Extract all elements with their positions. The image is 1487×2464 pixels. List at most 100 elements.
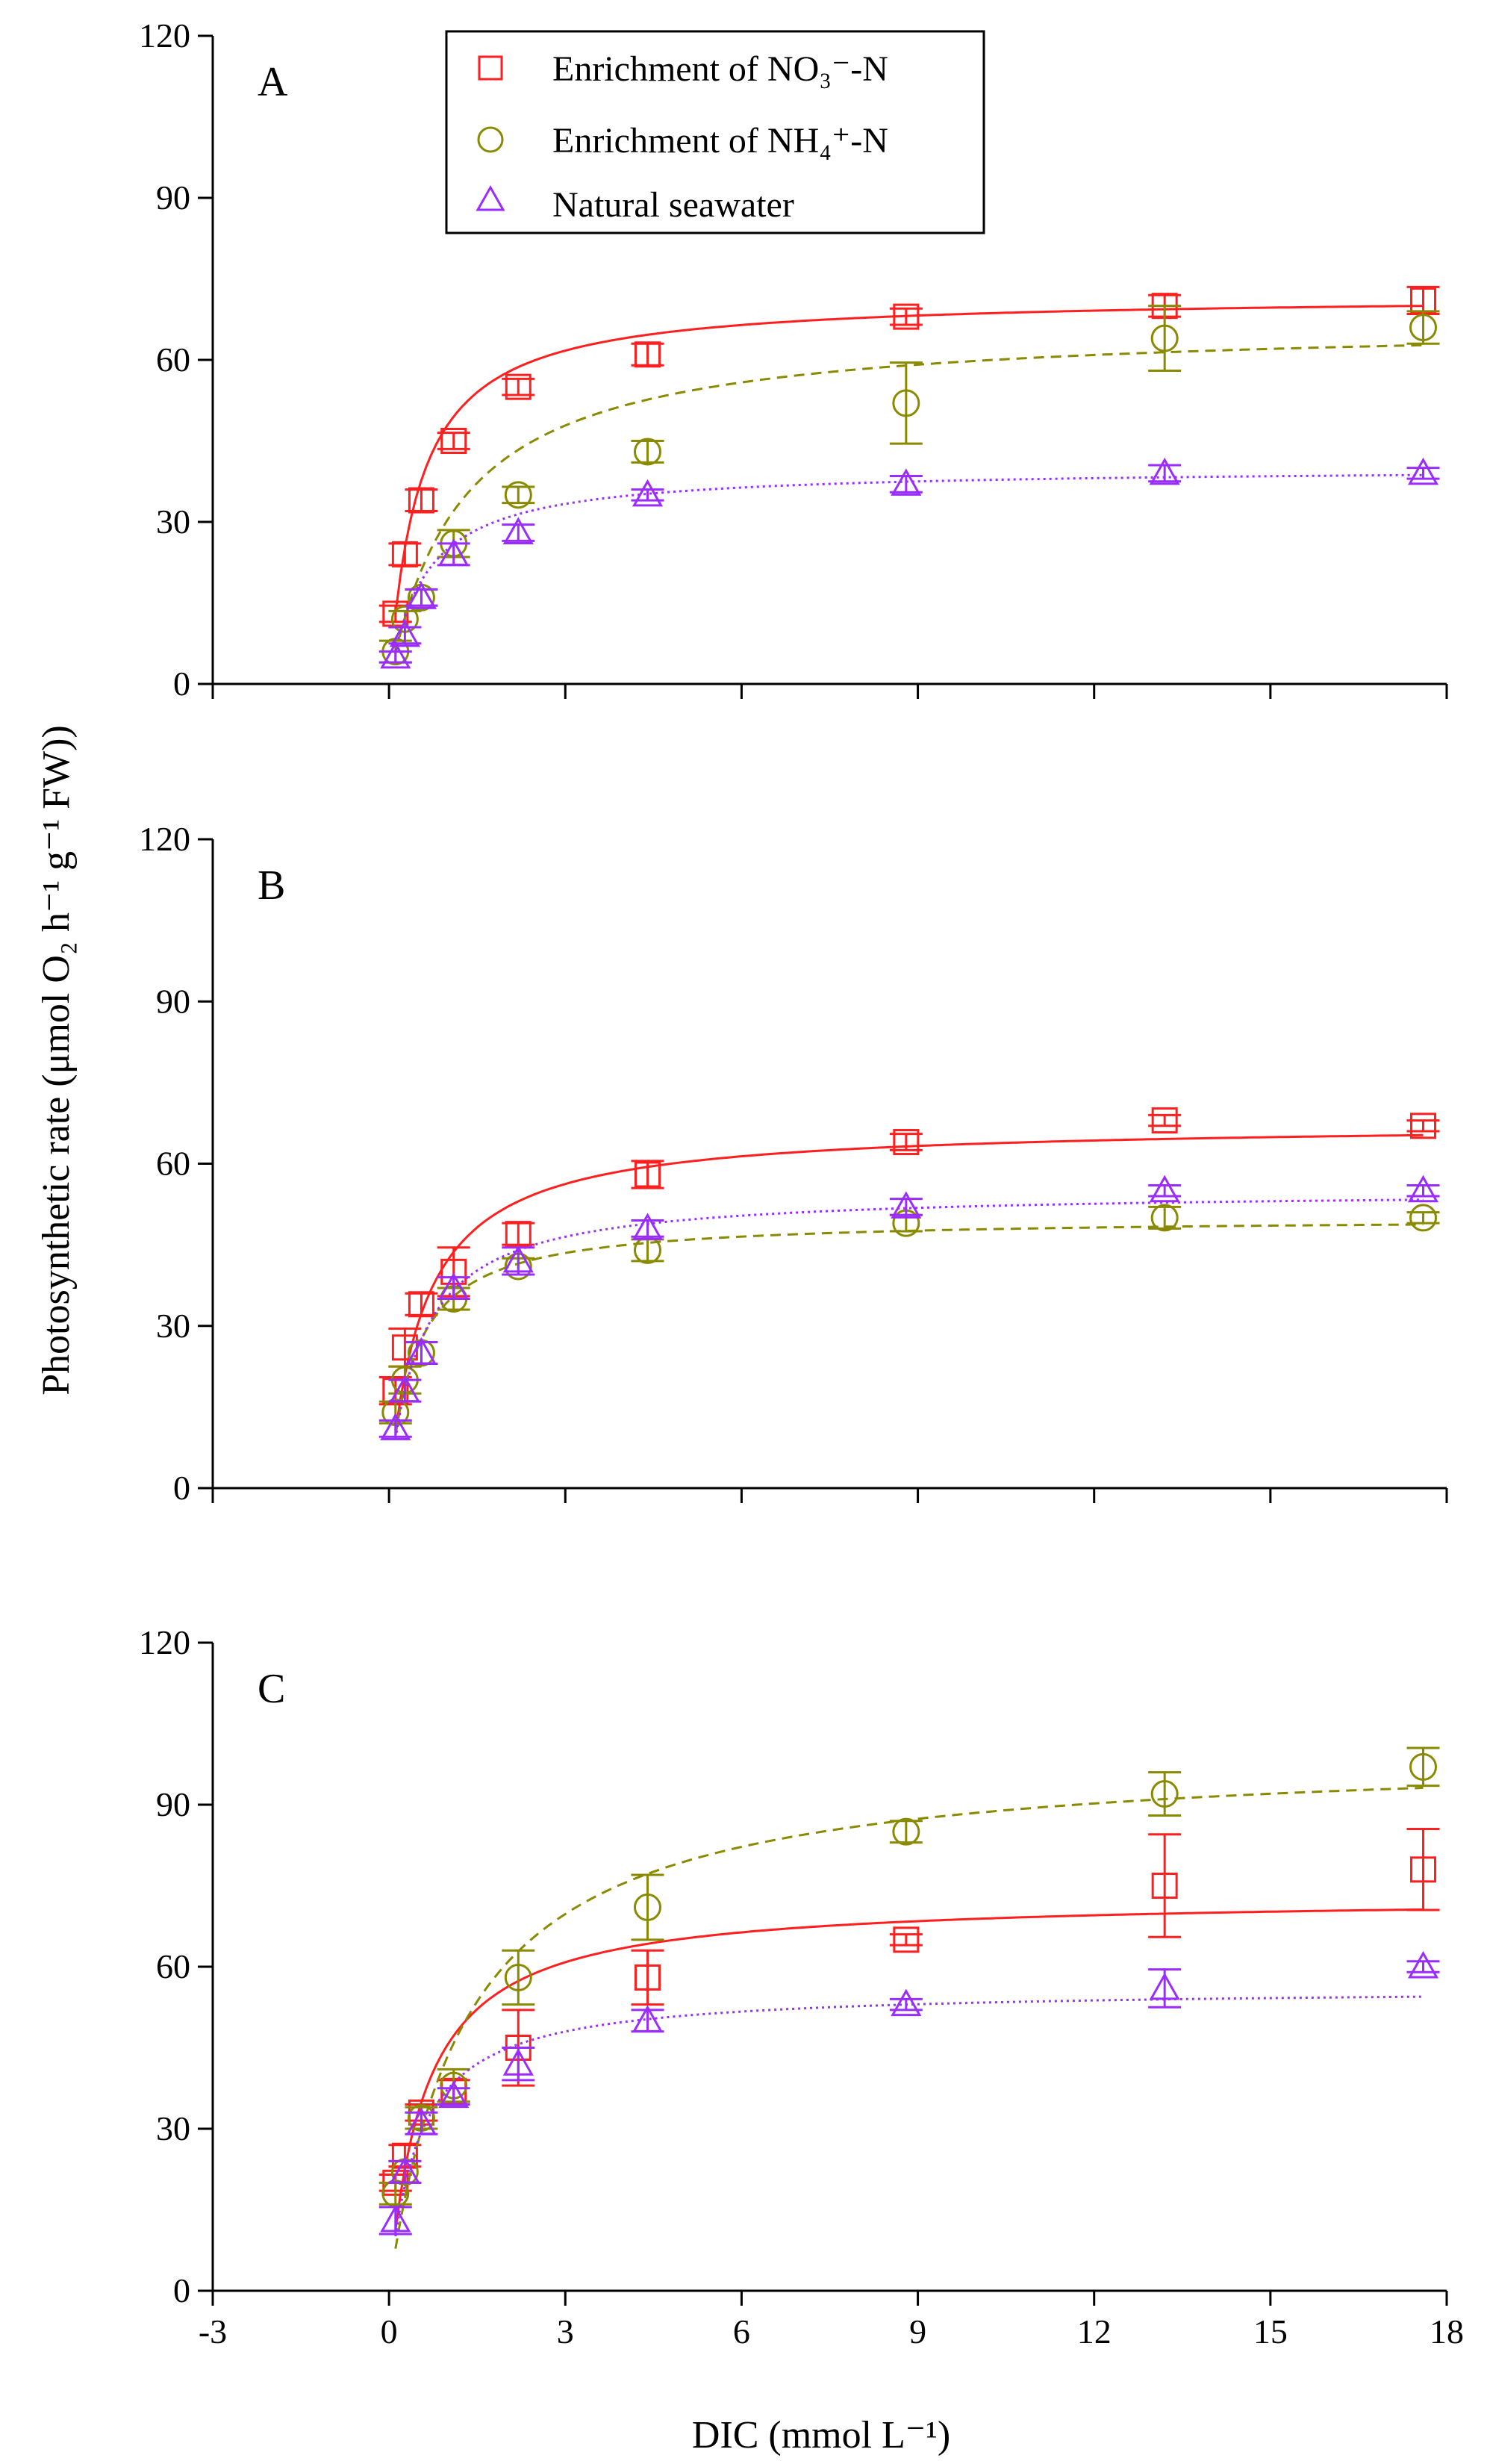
data-point-square <box>505 373 531 400</box>
data-point-triangle <box>438 1272 470 1300</box>
data-point-triangle <box>1149 1175 1180 1203</box>
data-point-circle <box>633 438 661 466</box>
legend-label-nh4: Enrichment of NH₄⁺-N <box>552 121 888 161</box>
data-point-square <box>893 1926 920 1953</box>
data-point-square <box>1151 1873 1178 1899</box>
data-point-triangle <box>891 468 922 496</box>
x-axis-title: DIC (mmol L⁻¹) <box>692 2414 950 2457</box>
data-point-triangle <box>389 619 420 647</box>
legend-square-icon <box>478 55 503 81</box>
data-point-triangle <box>380 1413 411 1440</box>
fit-curve <box>394 1908 1424 2230</box>
data-point-triangle <box>632 1213 664 1240</box>
data-point-triangle <box>380 2204 411 2233</box>
data-point-square <box>408 487 434 514</box>
fit-curve <box>394 1786 1424 2249</box>
data-point-circle <box>1409 1204 1438 1232</box>
panel-label: B <box>258 862 285 909</box>
data-point-square <box>408 1291 434 1318</box>
data-point-triangle <box>405 582 437 609</box>
fit-curve <box>394 1198 1424 1439</box>
fit-curve <box>394 1133 1424 1432</box>
data-point-square <box>634 1161 661 1188</box>
data-point-triangle <box>438 2080 470 2109</box>
panel-a: 0 30 60 90 120 A <box>139 16 1448 703</box>
legend-label-no3: Enrichment of NO₃⁻-N <box>552 49 888 89</box>
data-point-triangle <box>389 1375 420 1403</box>
data-point-square <box>893 303 920 330</box>
y-tick-label: 90 <box>156 1785 190 1823</box>
data-point-triangle <box>405 2107 437 2135</box>
series-triangle <box>378 457 1440 669</box>
x-tick-label: 12 <box>1077 2312 1112 2351</box>
series-square <box>378 1828 1440 2230</box>
data-point-circle <box>1150 1204 1179 1232</box>
y-tick-label: 120 <box>139 16 190 55</box>
data-point-triangle <box>380 641 411 669</box>
y-tick-label: 0 <box>173 2271 190 2309</box>
legend-triangle-icon <box>476 184 505 211</box>
legend-label-natural: Natural seawater <box>552 185 794 225</box>
panel-b: 0 30 60 90 120 B <box>139 820 1448 1507</box>
y-tick-label: 30 <box>156 2109 190 2147</box>
data-point-circle <box>504 1963 532 1991</box>
data-point-circle <box>1409 1752 1438 1781</box>
data-point-circle <box>1150 1780 1179 1808</box>
series-circle <box>378 1204 1440 1436</box>
data-point-triangle <box>389 2156 420 2184</box>
y-axis-title: Photosynthetic rate (μmol O₂ h⁻¹ g⁻¹ FW)… <box>35 725 78 1396</box>
data-point-triangle <box>1407 457 1439 485</box>
x-tick-label: -3 <box>199 2312 227 2351</box>
y-tick-label: 30 <box>156 1307 190 1345</box>
data-point-square <box>893 1129 920 1156</box>
data-point-triangle <box>405 1337 437 1365</box>
data-point-circle <box>633 1893 661 1921</box>
data-point-triangle <box>1407 1950 1439 1979</box>
series-square <box>378 1107 1440 1432</box>
data-point-circle <box>504 481 532 509</box>
data-point-square <box>382 600 409 627</box>
y-tick-label: 120 <box>139 820 190 858</box>
x-tick-label: 6 <box>733 2312 750 2351</box>
series-triangle <box>378 1950 1440 2237</box>
data-point-circle <box>892 1817 920 1846</box>
y-tick-label: 120 <box>139 1623 190 1661</box>
fit-curve <box>394 1995 1424 2237</box>
panel-label: A <box>258 59 288 105</box>
fit-curve <box>394 305 1424 615</box>
y-tick-label: 90 <box>156 982 190 1020</box>
data-point-square <box>1410 1113 1437 1139</box>
data-point-triangle <box>891 1988 922 2017</box>
fit-curve <box>394 473 1424 651</box>
fit-curve <box>394 1223 1424 1436</box>
y-tick-label: 90 <box>156 178 190 217</box>
data-point-triangle <box>632 479 664 507</box>
data-point-triangle <box>632 2005 664 2032</box>
data-point-triangle <box>1149 1972 1180 2000</box>
y-tick-label: 30 <box>156 503 190 541</box>
x-tick-label: 0 <box>381 2312 398 2351</box>
x-tick-label: 9 <box>909 2312 926 2351</box>
data-point-triangle <box>891 1191 922 1219</box>
data-point-circle <box>1409 314 1438 342</box>
x-tick-label: 15 <box>1253 2312 1288 2351</box>
y-tick-label: 0 <box>173 1469 190 1507</box>
series-triangle <box>378 1175 1440 1440</box>
legend: Enrichment of NO₃⁻-N Enrichment of NH₄⁺-… <box>445 30 985 234</box>
legend-circle-icon <box>477 126 504 153</box>
data-point-triangle <box>1407 1175 1439 1203</box>
x-tick-label: 3 <box>557 2312 574 2351</box>
legend-box <box>445 30 985 234</box>
data-point-triangle <box>502 2048 534 2076</box>
panel-label: C <box>258 1666 285 1712</box>
x-tick-label: 18 <box>1430 2312 1464 2351</box>
y-tick-label: 60 <box>156 340 190 379</box>
series-square <box>378 285 1440 627</box>
data-point-square <box>440 428 467 454</box>
data-point-triangle <box>502 1245 534 1273</box>
data-point-square <box>1410 1856 1437 1883</box>
data-point-circle <box>1150 324 1179 352</box>
